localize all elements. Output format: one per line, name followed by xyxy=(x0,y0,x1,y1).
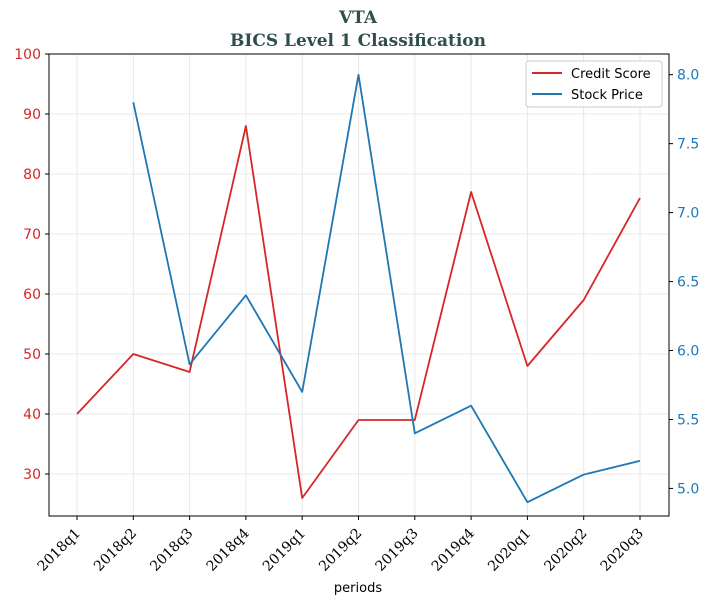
left-tick-label: 40 xyxy=(23,407,41,423)
left-axis: 30 40 50 60 70 80 90 100 xyxy=(14,47,49,483)
x-tick-label: 2018q3 xyxy=(147,526,196,575)
x-tick-label: 2019q2 xyxy=(316,526,365,575)
x-axis-label: periods xyxy=(334,581,382,596)
series-line-stock-price xyxy=(132,73,641,504)
left-tick-label: 100 xyxy=(14,47,41,63)
x-tick-label: 2019q3 xyxy=(372,526,421,575)
legend-credit-score-label: Credit Score xyxy=(571,67,651,82)
right-tick-label: 7.0 xyxy=(677,206,699,222)
left-tick-label: 90 xyxy=(23,107,41,123)
right-tick-label: 6.0 xyxy=(677,344,699,360)
right-tick-label: 5.0 xyxy=(677,481,699,497)
right-tick-label: 8.0 xyxy=(677,68,699,84)
left-tick-label: 60 xyxy=(23,287,41,303)
left-tick-label: 70 xyxy=(23,227,41,243)
x-axis: 2018q1 2018q2 2018q3 2018q4 2019q1 2019q2 2019… xyxy=(35,516,647,575)
right-tick-label: 6.5 xyxy=(677,275,699,291)
grid xyxy=(49,53,669,516)
right-tick-label: 7.5 xyxy=(677,137,699,153)
x-tick-label: 2018q1 xyxy=(35,526,84,575)
legend: Credit Score Stock Price xyxy=(525,60,663,108)
series-line-credit-score xyxy=(76,125,641,499)
left-tick-label: 30 xyxy=(23,467,41,483)
x-tick-label: 2020q1 xyxy=(485,526,534,575)
x-tick-label: 2019q4 xyxy=(429,525,478,574)
right-axis: 5.0 5.5 6.0 6.5 7.0 7.5 8.0 xyxy=(669,68,699,497)
right-tick-label: 5.5 xyxy=(677,412,699,428)
left-tick-label: 80 xyxy=(23,167,41,183)
x-tick-label: 2019q1 xyxy=(260,526,309,575)
chart-title: VTA xyxy=(338,8,378,28)
chart-subtitle: BICS Level 1 Classification xyxy=(230,31,486,51)
legend-stock-price-label: Stock Price xyxy=(571,88,643,103)
x-tick-label: 2020q2 xyxy=(541,526,590,575)
x-tick-label: 2018q2 xyxy=(91,526,140,575)
x-tick-label: 2018q4 xyxy=(204,525,253,574)
left-tick-label: 50 xyxy=(23,347,41,363)
series-lines xyxy=(76,73,641,504)
x-tick-label: 2020q3 xyxy=(598,526,647,575)
